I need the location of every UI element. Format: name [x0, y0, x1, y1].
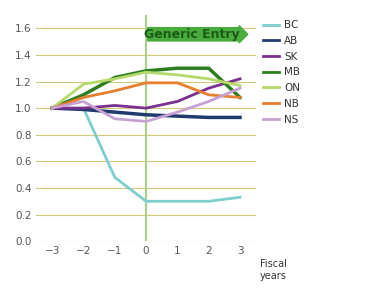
Legend: BC, AB, SK, MB, ON, NB, NS: BC, AB, SK, MB, ON, NB, NS: [263, 20, 300, 125]
Text: Fiscal
years: Fiscal years: [260, 259, 287, 281]
FancyArrow shape: [147, 26, 248, 43]
Text: Generic Entry: Generic Entry: [144, 28, 239, 41]
